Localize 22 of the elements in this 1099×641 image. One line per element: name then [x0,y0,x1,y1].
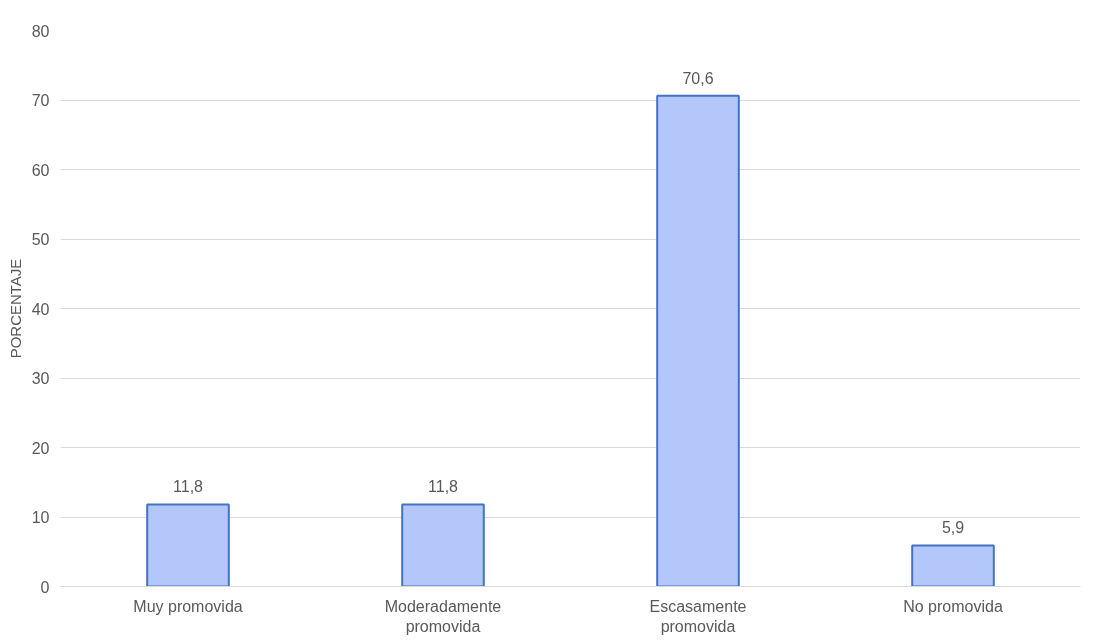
x-tick-label: Muy promovida [133,597,243,615]
data-label: 5,9 [941,519,965,537]
x-tick-label: No promovida [903,597,1003,615]
bar [911,544,995,587]
y-tick-label: 50 [31,231,50,248]
y-tick-label: 30 [31,370,50,387]
y-tick-label: 10 [31,509,50,526]
data-label: 70,6 [682,69,714,87]
y-axis-title: PORCENTAJE [6,258,24,359]
y-tick-label: 60 [31,161,50,179]
x-tick-label: Escasamente promovida [649,597,747,635]
data-label: 11,8 [173,478,204,496]
bar [401,503,485,587]
data-label: 11,8 [428,478,459,496]
y-tick-label: 40 [31,300,50,318]
y-tick-label: 20 [31,439,50,457]
y-tick-label: 70 [31,92,50,109]
bar [656,94,740,587]
y-tick-label: 80 [31,22,50,40]
bar [146,503,230,587]
y-tick-label: 0 [40,578,50,596]
x-tick-label: Moderadamente promovida [384,597,502,635]
